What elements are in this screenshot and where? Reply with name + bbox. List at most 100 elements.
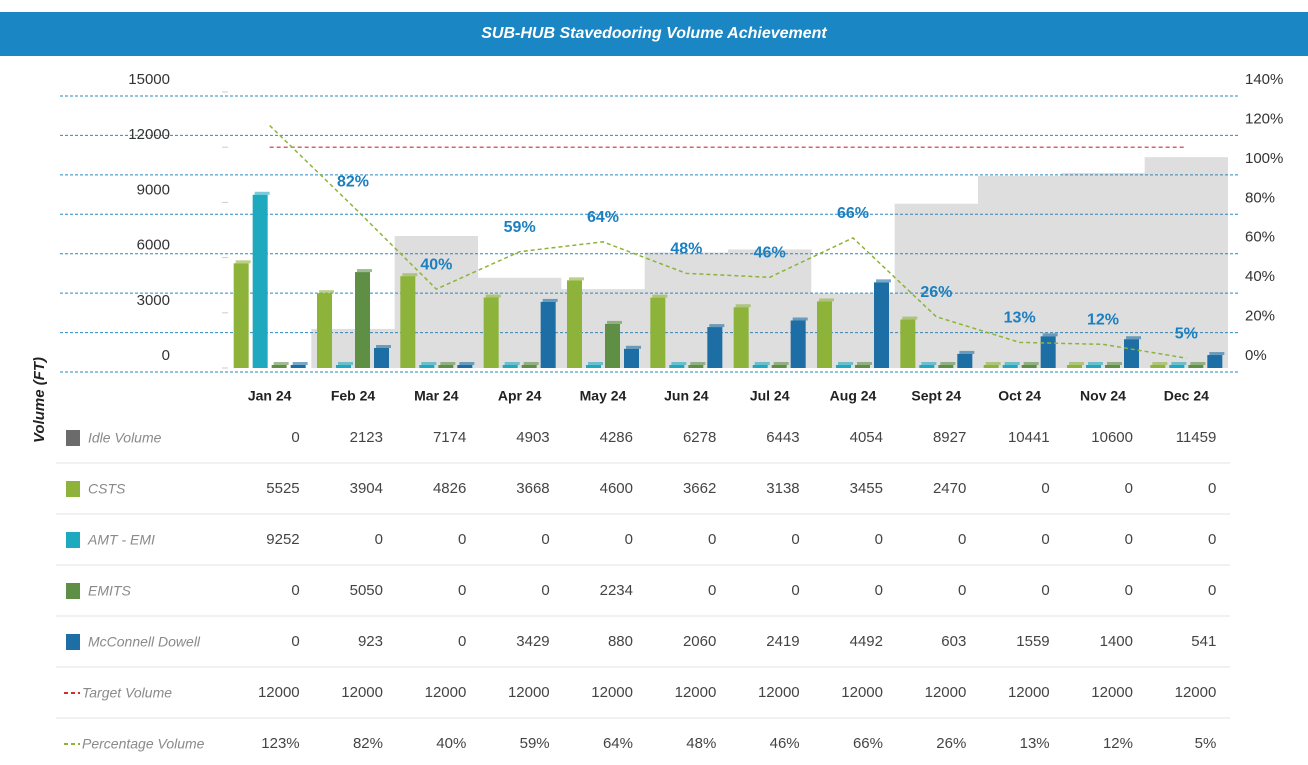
bar	[938, 365, 954, 368]
y2-tick-label: 140%	[1245, 71, 1283, 88]
data-label: 46%	[754, 245, 786, 262]
table-cell: 0	[958, 582, 966, 599]
bar-top	[652, 294, 668, 298]
bar-top	[838, 362, 853, 365]
bar	[374, 348, 389, 368]
table-cell: 9252	[266, 531, 299, 548]
table-cell: 12%	[1103, 735, 1133, 752]
table-cell: 3455	[850, 480, 883, 497]
bar-top	[1088, 362, 1103, 365]
table-cell: 46%	[770, 735, 800, 752]
bar-top	[254, 191, 270, 195]
table-cell: 8927	[933, 429, 966, 446]
bar	[1169, 365, 1185, 368]
bar-top	[857, 362, 872, 365]
table-cell: 3662	[683, 480, 716, 497]
table-cell: 0	[541, 531, 549, 548]
table-cell: 7174	[433, 429, 466, 446]
table-cell: 12000	[1008, 684, 1050, 701]
bar	[790, 320, 806, 368]
table-cell: 2060	[683, 633, 716, 650]
table-cell: 11459	[1176, 429, 1217, 446]
bar	[669, 365, 685, 368]
table-cell: 0	[458, 633, 466, 650]
bar-top	[588, 362, 603, 365]
table-cell: 12000	[675, 684, 717, 701]
y2-tick-label: 100%	[1245, 150, 1283, 167]
bar	[1105, 365, 1120, 368]
table-cell: 0	[1041, 582, 1049, 599]
data-label: 40%	[420, 256, 452, 273]
chart-title: SUB-HUB Stavedooring Volume Achievement	[481, 25, 827, 42]
data-label: 26%	[920, 284, 952, 301]
y-tick-label: 0	[162, 347, 170, 364]
bar	[1086, 365, 1101, 368]
table-cell: 0	[291, 429, 299, 446]
bar-top	[773, 362, 789, 365]
table-cell: 880	[608, 633, 633, 650]
table-cell: 923	[358, 633, 383, 650]
bar-top	[626, 345, 641, 349]
bar-top	[1171, 362, 1187, 365]
data-label: 64%	[587, 209, 619, 226]
bar	[707, 327, 723, 368]
bar-top	[876, 279, 891, 283]
bar	[438, 365, 454, 368]
legend-label: Target Volume	[82, 685, 172, 701]
table-cell: 12000	[1091, 684, 1133, 701]
table-cell: 0	[958, 531, 966, 548]
table-cell: 3138	[766, 480, 799, 497]
x-tick-label: May 24	[580, 388, 627, 404]
bar-top	[1042, 333, 1058, 337]
bar	[419, 365, 435, 368]
legend-swatch	[66, 430, 80, 446]
idle-bar	[1144, 157, 1228, 368]
legend-label: Percentage Volume	[82, 736, 205, 752]
data-label: 66%	[837, 205, 869, 222]
bar	[336, 365, 351, 368]
bar-top	[1023, 362, 1039, 365]
x-tick-label: Jul 24	[750, 388, 790, 404]
table-cell: 1400	[1100, 633, 1133, 650]
bar	[271, 365, 287, 368]
table-cell: 12000	[425, 684, 467, 701]
bar	[733, 307, 749, 368]
legend-label: CSTS	[88, 481, 126, 497]
table-cell: 0	[375, 531, 383, 548]
bar-top	[459, 362, 475, 365]
bar	[1040, 336, 1056, 368]
y-tick-label: 3000	[137, 292, 170, 309]
y-axis-title: Volume (FT)	[31, 357, 48, 443]
table-cell: 4826	[433, 480, 466, 497]
title-bar	[0, 12, 1308, 56]
bar	[521, 365, 537, 368]
table-cell: 0	[708, 531, 716, 548]
bar	[650, 297, 666, 368]
table-cell: 1559	[1016, 633, 1049, 650]
table-cell: 12000	[508, 684, 550, 701]
table-cell: 64%	[603, 735, 633, 752]
bar	[836, 365, 851, 368]
bar	[919, 365, 935, 368]
legend-swatch	[66, 532, 80, 548]
table-cell: 0	[791, 531, 799, 548]
bar-top	[921, 362, 937, 365]
bar-top	[902, 316, 918, 320]
bar-top	[671, 362, 687, 365]
data-label: 5%	[1175, 325, 1198, 342]
y-tick-label: 12000	[128, 126, 170, 143]
legend-label: McConnell Dowell	[88, 634, 201, 650]
table-cell: 0	[1208, 531, 1216, 548]
bar-top	[690, 362, 706, 365]
table-cell: 0	[458, 582, 466, 599]
table-cell: 2234	[600, 582, 633, 599]
x-tick-label: Nov 24	[1080, 388, 1126, 404]
bar-top	[940, 362, 956, 365]
table-cell: 5050	[350, 582, 383, 599]
table-cell: 2123	[350, 429, 383, 446]
table-cell: 10600	[1091, 429, 1133, 446]
x-tick-label: Dec 24	[1164, 388, 1209, 404]
table-cell: 12000	[341, 684, 383, 701]
table-cell: 2470	[933, 480, 966, 497]
